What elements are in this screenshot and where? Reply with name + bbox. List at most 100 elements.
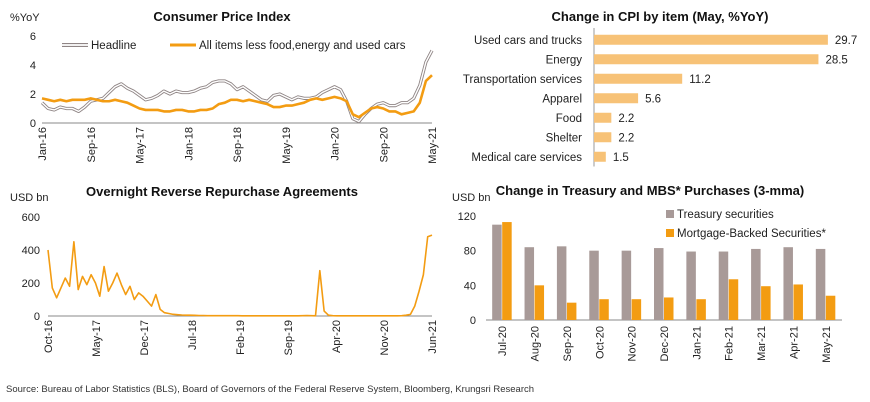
cpi-ytick-label-1: 2	[30, 89, 36, 101]
cpi-ytick-label-3: 6	[30, 31, 36, 43]
treasury-bar-3	[589, 250, 599, 320]
purchases-bars	[492, 222, 836, 320]
items-value-label-1: 28.5	[825, 54, 847, 66]
purch-xtick-label-10: May-21	[821, 326, 833, 363]
mbs-bar-7	[728, 279, 739, 320]
mbs-bar-0	[502, 222, 512, 320]
items-category-label-4: Food	[556, 113, 582, 125]
cpi-xtick-label-5: May-19	[281, 127, 293, 164]
items-category-label-0: Used cars and trucks	[474, 35, 582, 47]
rrp-ytick-label-3: 600	[22, 212, 40, 224]
legend-swatch-mbs	[666, 229, 674, 237]
purchases-legend: Treasury securities Mortgage-Backed Secu…	[666, 209, 826, 240]
rrp-axes: 0 200 400 600 Oct-16 May-17 Dec-17 Jul-18 Feb-19…	[22, 212, 439, 357]
purch-xtick-label-1: Aug-20	[530, 326, 542, 361]
panel-reverse-repo: Overnight Reverse Repurchase Agreements …	[10, 184, 439, 357]
treasury-bar-10	[815, 248, 826, 320]
cpi-xtick-label-6: Jan-20	[330, 127, 342, 161]
purch-xtick-label-0: Jul-20	[497, 326, 509, 356]
mbs-bar-8	[761, 286, 771, 320]
items-bar-0	[594, 34, 828, 45]
rrp-xtick-label-2: Dec-17	[139, 320, 151, 355]
purch-xtick-label-9: Apr-21	[788, 326, 800, 359]
legend-label-treasury: Treasury securities	[677, 209, 774, 221]
purch-ytick-label-0: 0	[470, 315, 476, 327]
purch-xtick-label-8: Mar-21	[756, 326, 768, 361]
treasury-bar-4	[621, 250, 632, 320]
items-value-label-0: 29.7	[835, 35, 857, 47]
mbs-bar-9	[793, 284, 803, 320]
source-note: Source: Bureau of Labor Statistics (BLS)…	[6, 384, 534, 395]
items-value-label-4: 2.2	[618, 113, 634, 125]
cpi-xtick-label-3: Jan-18	[183, 127, 195, 161]
rrp-xtick-label-3: Jul-18	[187, 320, 199, 350]
rrp-title: Overnight Reverse Repurchase Agreements	[86, 184, 358, 199]
items-bar-1	[594, 54, 819, 65]
items-category-label-1: Energy	[546, 54, 583, 66]
rrp-ytick-label-0: 0	[34, 311, 40, 323]
items-bar-4	[594, 112, 612, 123]
items-bars: Used cars and trucks 29.7 Energy 28.5 Transp…	[463, 28, 857, 167]
mbs-bar-5	[664, 297, 674, 320]
cpi-xtick-label-7: Sep-20	[378, 127, 390, 162]
treasury-bar-9	[783, 247, 793, 320]
treasury-bar-1	[524, 247, 535, 320]
cpi-axes: 0 2 4 6 Jan-16 Sep-16 May-17 Jan-18 Sep-18 May-19…	[30, 31, 439, 164]
purch-xtick-label-5: Dec-20	[659, 326, 671, 361]
mbs-bar-3	[599, 299, 609, 320]
items-value-label-5: 2.2	[618, 132, 634, 144]
items-bar-6	[594, 151, 606, 162]
cpi-headline-line-outer	[40, 49, 434, 124]
items-category-label-5: Shelter	[546, 132, 583, 144]
purch-xtick-label-2: Sep-20	[562, 326, 574, 361]
rrp-line	[47, 234, 433, 317]
rrp-xtick-label-4: Feb-19	[235, 320, 247, 355]
rrp-unit-label: USD bn	[10, 192, 49, 204]
purch-ytick-label-2: 80	[464, 246, 476, 258]
purch-xtick-label-4: Nov-20	[627, 326, 639, 361]
mbs-bar-4	[631, 299, 642, 320]
panel-cpi-items: Change in CPI by item (May, %YoY) Used c…	[463, 9, 857, 167]
rrp-xtick-label-1: May-17	[91, 320, 103, 357]
cpi-core-line	[41, 74, 433, 119]
legend-label-headline: Headline	[91, 40, 136, 52]
legend-label-mbs: Mortgage-Backed Securities*	[677, 228, 826, 240]
items-value-label-6: 1.5	[613, 152, 629, 164]
purch-xtick-label-3: Oct-20	[594, 326, 606, 359]
cpi-xtick-label-0: Jan-16	[37, 127, 49, 161]
purch-xtick-label-7: Feb-21	[724, 326, 736, 361]
items-bar-5	[594, 132, 612, 143]
mbs-bar-10	[825, 295, 836, 320]
items-value-label-2: 11.2	[689, 74, 711, 86]
items-category-label-6: Medical care services	[471, 152, 582, 164]
purch-xtick-label-6: Jan-21	[691, 326, 703, 360]
purchases-title: Change in Treasury and MBS* Purchases (3…	[496, 183, 804, 198]
items-bar-3	[594, 93, 639, 104]
treasury-bar-8	[751, 248, 761, 320]
legend-swatch-treasury	[666, 210, 674, 218]
panel-purchases: Change in Treasury and MBS* Purchases (3…	[452, 183, 842, 363]
items-bar-2	[594, 73, 683, 84]
cpi-title: Consumer Price Index	[153, 9, 291, 24]
cpi-xtick-label-4: Sep-18	[232, 127, 244, 162]
cpi-legend: Headline All items less food,energy and …	[62, 40, 406, 52]
mbs-bar-2	[566, 302, 577, 320]
cpi-ytick-label-2: 4	[30, 60, 36, 72]
treasury-bar-5	[654, 248, 664, 320]
items-title: Change in CPI by item (May, %YoY)	[552, 9, 769, 24]
cpi-headline-line-inner	[41, 50, 433, 123]
cpi-series	[40, 49, 434, 124]
treasury-bar-0	[492, 224, 502, 320]
rrp-xtick-label-7: Nov-20	[379, 320, 391, 355]
purch-ytick-label-3: 120	[458, 211, 476, 223]
cpi-ytick-label-0: 0	[30, 118, 36, 130]
treasury-bar-6	[686, 251, 696, 320]
rrp-xtick-label-5: Sep-19	[283, 320, 295, 355]
cpi-xtick-label-1: Sep-16	[86, 127, 98, 162]
cpi-xtick-label-8: May-21	[427, 127, 439, 164]
purchases-axes: 0 40 80 120 Jul-20 Aug-20 Sep-20 Oct-20 Nov-20 De…	[458, 211, 842, 363]
mbs-bar-1	[534, 285, 545, 320]
purch-ytick-label-1: 40	[464, 280, 476, 292]
rrp-ytick-label-2: 400	[22, 245, 40, 257]
